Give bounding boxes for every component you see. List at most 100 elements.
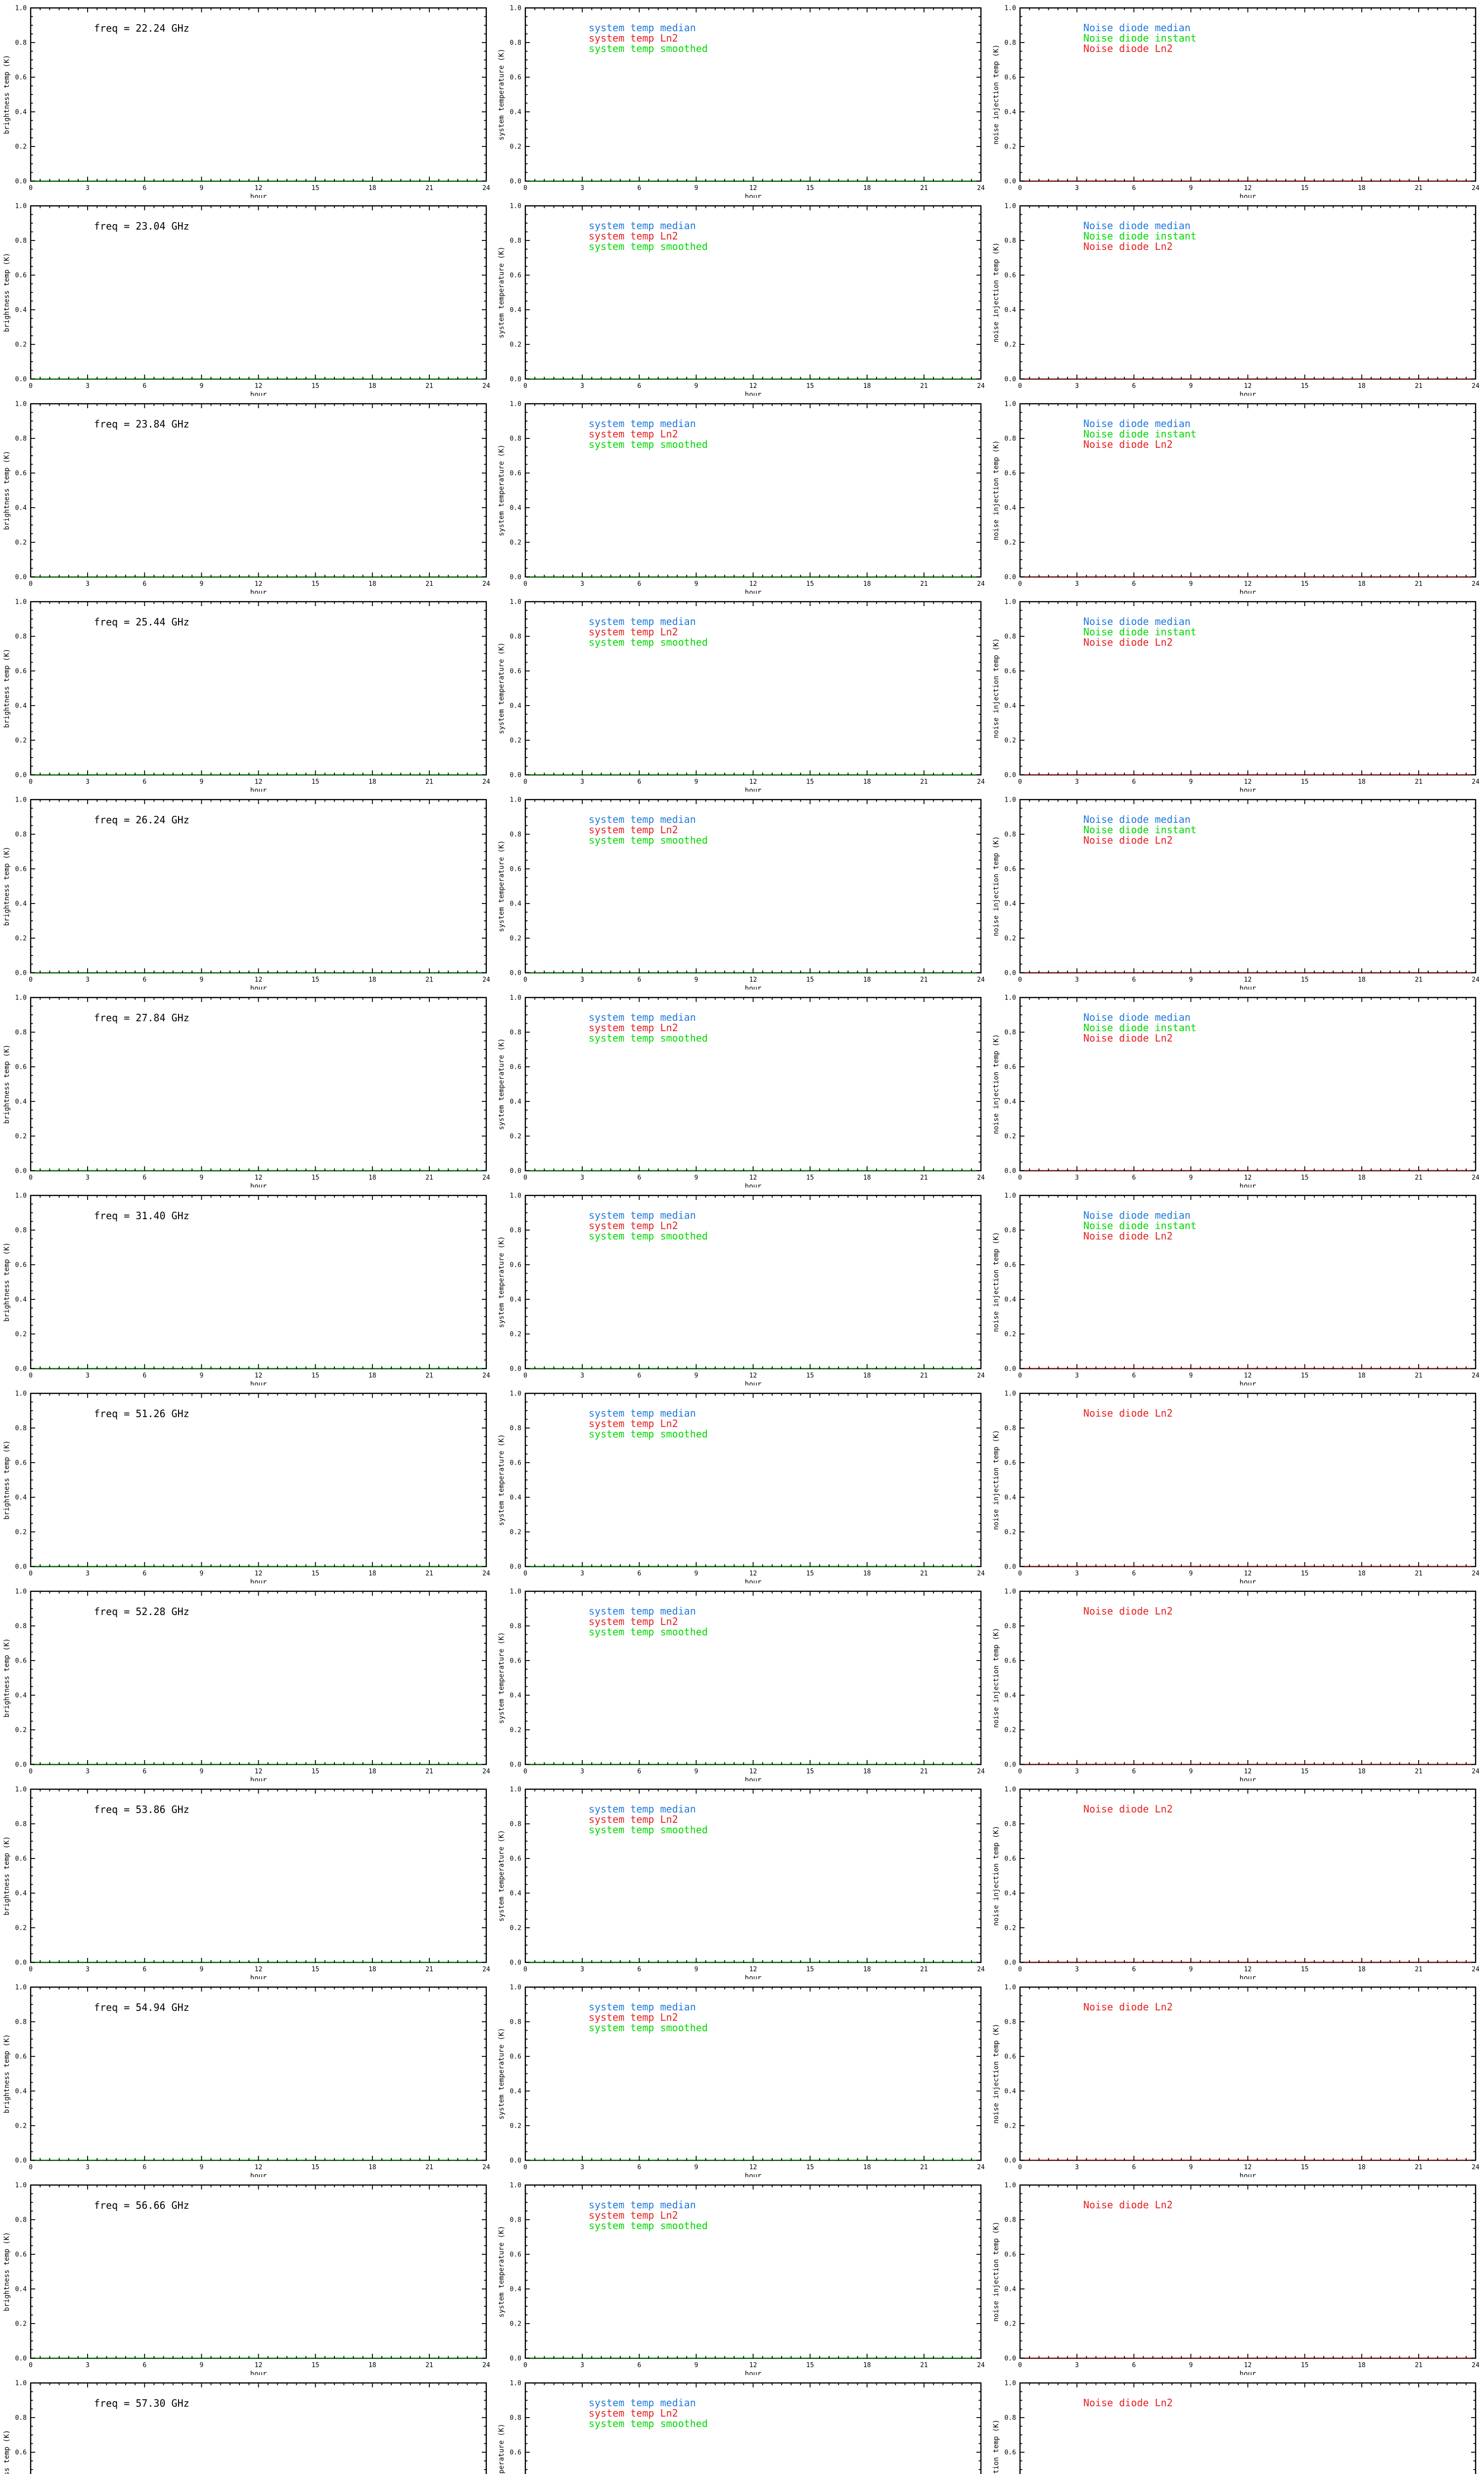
y-tick-label: 0.4 [15, 307, 27, 314]
x-tick-label: 6 [142, 1174, 146, 1182]
y-tick-label: 0.8 [1005, 2019, 1016, 2026]
y-tick-label: 0.2 [510, 737, 521, 745]
y-tick-label: 0.6 [1005, 1064, 1016, 1071]
x-tick-label: 6 [637, 185, 641, 192]
x-tick-label: 3 [580, 1570, 584, 1577]
y-axis-label: noise injection temp (K) [992, 1034, 1000, 1134]
x-tick-label: 12 [749, 1174, 757, 1182]
x-tick-label: 6 [142, 2164, 146, 2171]
x-axis-label: hour [250, 787, 267, 792]
x-tick-label: 15 [312, 2164, 320, 2171]
y-tick-label: 0.2 [15, 935, 27, 943]
x-axis-label: hour [745, 2172, 762, 2177]
y-tick-label: 0.2 [1005, 341, 1016, 349]
y-tick-label: 0.6 [1005, 866, 1016, 873]
x-tick-label: 0 [29, 1372, 33, 1380]
x-tick-label: 6 [637, 1372, 641, 1380]
y-tick-label: 0.0 [15, 772, 27, 779]
x-tick-label: 15 [312, 382, 320, 390]
plot-panel-r8-c3: 0 3 6 9 12 15 18 21 24 0.0 0.2 0.4 0.6 0.8 1.0 hour nois… [989, 1385, 1484, 1584]
x-tick-label: 21 [920, 976, 928, 984]
x-tick-label: 24 [977, 2164, 985, 2171]
y-tick-label: 0.4 [510, 307, 522, 314]
x-axis-label: hour [1240, 1380, 1256, 1385]
plot-panel-r7-c2: 0 3 6 9 12 15 18 21 24 0.0 0.2 0.4 0.6 0.8 1.0 hour syst… [495, 1188, 989, 1386]
freq-label: freq = 54.94 GHz [94, 2001, 189, 2013]
y-tick-label: 0.0 [510, 1761, 521, 1769]
y-tick-label: 0.6 [1005, 668, 1016, 675]
x-tick-label: 9 [199, 2164, 203, 2171]
x-tick-label: 18 [369, 382, 376, 390]
freq-label: freq = 51.26 GHz [94, 1408, 189, 1420]
freq-label: freq = 27.84 GHz [94, 1012, 189, 1024]
x-tick-label: 12 [255, 1174, 263, 1182]
plot-svg: 0 3 6 9 12 15 18 21 24 0.0 0.2 0.4 0.6 0.8 1.0 hour nois… [992, 203, 1480, 396]
x-tick-label: 0 [1018, 185, 1022, 192]
y-tick-label: 0.0 [510, 1168, 521, 1175]
x-tick-label: 18 [863, 778, 871, 786]
y-tick-label: 0.6 [510, 470, 521, 477]
x-tick-label: 6 [637, 1966, 641, 1973]
x-tick-label: 6 [1132, 1966, 1136, 1973]
y-tick-label: 1.0 [1005, 1192, 1016, 1200]
legend-entry: system temp median [589, 220, 696, 232]
x-tick-label: 0 [1018, 1372, 1022, 1380]
plot-svg: 0 3 6 9 12 15 18 21 24 0.0 0.2 0.4 0.6 0.8 1.0 hour nois… [992, 599, 1480, 792]
y-axis-label: system temperature (K) [498, 2226, 506, 2317]
x-tick-label: 18 [863, 2164, 871, 2171]
x-tick-label: 21 [920, 1966, 928, 1973]
y-axis-label: system temperature (K) [498, 840, 506, 932]
plot-svg: 036912151821240.00.20.40.60.81.0hourbrig… [3, 2380, 487, 2474]
x-tick-label: 24 [1472, 1966, 1480, 1973]
y-tick-label: 0.0 [1005, 376, 1016, 383]
y-tick-label: 0.8 [510, 1821, 521, 1828]
y-tick-label: 0.2 [1005, 935, 1016, 943]
y-tick-label: 1.0 [15, 401, 27, 408]
y-tick-label: 0.0 [15, 1168, 27, 1175]
y-tick-label: 0.6 [1005, 470, 1016, 477]
x-tick-label: 0 [1018, 580, 1022, 588]
x-tick-label: 3 [1075, 976, 1079, 984]
x-tick-label: 9 [1189, 778, 1193, 786]
y-tick-label: 1.0 [510, 2182, 521, 2189]
legend-entry: Noise diode median [1083, 813, 1191, 825]
y-tick-label: 0.6 [1005, 1262, 1016, 1269]
x-tick-label: 6 [637, 778, 641, 786]
x-tick-label: 3 [86, 2362, 90, 2369]
x-axis-label: hour [1240, 1578, 1256, 1583]
x-tick-label: 0 [29, 1966, 33, 1973]
y-tick-label: 0.6 [510, 1460, 521, 1467]
y-tick-label: 1.0 [1005, 2380, 1016, 2387]
plot-frame [1019, 1392, 1477, 1568]
y-tick-label: 0.8 [1005, 238, 1016, 245]
x-tick-label: 0 [29, 976, 33, 984]
x-tick-label: 9 [694, 778, 698, 786]
y-tick-label: 0.4 [1005, 505, 1017, 512]
y-tick-label: 0.4 [1005, 703, 1017, 710]
x-tick-label: 0 [523, 976, 527, 984]
y-axis-label: noise injection temp (K) [992, 836, 1000, 936]
x-tick-label: 0 [29, 778, 33, 786]
legend-entry: system temp smoothed [589, 1824, 708, 1836]
x-tick-label: 18 [369, 1570, 376, 1577]
legend-entry: system temp smoothed [589, 438, 708, 450]
x-tick-label: 24 [1472, 1768, 1480, 1775]
y-tick-label: 0.4 [510, 703, 522, 710]
legend-entry: system temp median [589, 1407, 696, 1419]
x-tick-label: 0 [1018, 778, 1022, 786]
y-tick-label: 0.0 [510, 772, 521, 779]
y-tick-label: 0.2 [1005, 539, 1016, 547]
x-tick-label: 3 [1075, 2164, 1079, 2171]
y-tick-label: 0.6 [15, 1460, 27, 1467]
ticks [525, 1393, 981, 1567]
legend-entry: system temp smoothed [589, 2022, 708, 2034]
x-tick-label: 21 [425, 580, 433, 588]
y-tick-label: 0.4 [510, 1296, 522, 1304]
y-tick-label: 0.2 [1005, 2321, 1016, 2328]
legend-entry: system temp Ln2 [589, 428, 678, 440]
x-tick-label: 9 [1189, 1174, 1193, 1182]
plot-svg: 0 3 6 9 12 15 18 21 24 0.0 0.2 0.4 0.6 0.8 1.0 hour syst… [498, 401, 985, 594]
y-tick-label: 0.8 [1005, 1623, 1016, 1630]
y-tick-label: 0.8 [15, 2217, 27, 2224]
